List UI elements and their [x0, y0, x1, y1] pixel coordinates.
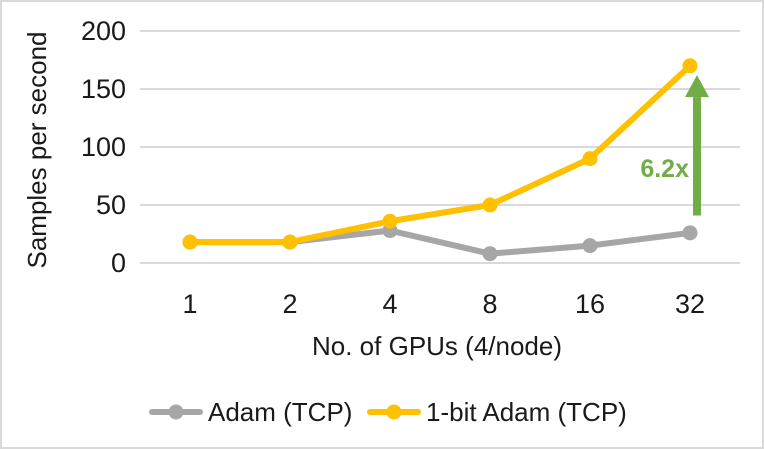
y-axis-title: Samples per second	[22, 31, 52, 268]
series-line	[187, 62, 693, 246]
x-tick-label: 8	[482, 289, 497, 319]
x-tick-labels: 1 2 4 8 16 32	[182, 289, 705, 319]
data-point	[682, 58, 698, 74]
arrow-head	[685, 75, 709, 98]
data-point	[582, 151, 598, 167]
data-point	[382, 213, 398, 229]
data-point	[282, 234, 298, 250]
legend-marker-1-bit-adam-tcp	[386, 404, 402, 420]
data-point	[682, 225, 698, 241]
x-tick-label: 16	[575, 289, 605, 319]
y-tick-label: 200	[81, 16, 126, 46]
x-tick-label: 2	[282, 289, 297, 319]
legend: Adam (TCP) 1-bit Adam (TCP)	[149, 397, 627, 427]
annotation-arrow	[685, 75, 709, 216]
legend-label-1-bit-adam-tcp: 1-bit Adam (TCP)	[426, 397, 627, 427]
legend-label-adam-tcp: Adam (TCP)	[208, 397, 352, 427]
y-tick-labels: 0 50 100 150 200	[81, 16, 126, 278]
y-tick-label: 100	[81, 132, 126, 162]
data-point	[482, 197, 498, 213]
data-point	[182, 234, 198, 250]
x-tick-label: 1	[182, 289, 197, 319]
gridlines	[140, 30, 740, 264]
y-tick-label: 0	[111, 248, 126, 278]
y-tick-label: 150	[81, 74, 126, 104]
data-point	[582, 238, 598, 254]
x-axis-title: No. of GPUs (4/node)	[312, 331, 562, 361]
annotation-label: 6.2x	[640, 155, 689, 183]
y-tick-label: 50	[96, 190, 126, 220]
series-lines	[182, 58, 698, 262]
legend-marker-adam-tcp	[168, 404, 184, 420]
data-point	[482, 246, 498, 262]
x-tick-label: 4	[382, 289, 397, 319]
x-tick-label: 32	[675, 289, 705, 319]
